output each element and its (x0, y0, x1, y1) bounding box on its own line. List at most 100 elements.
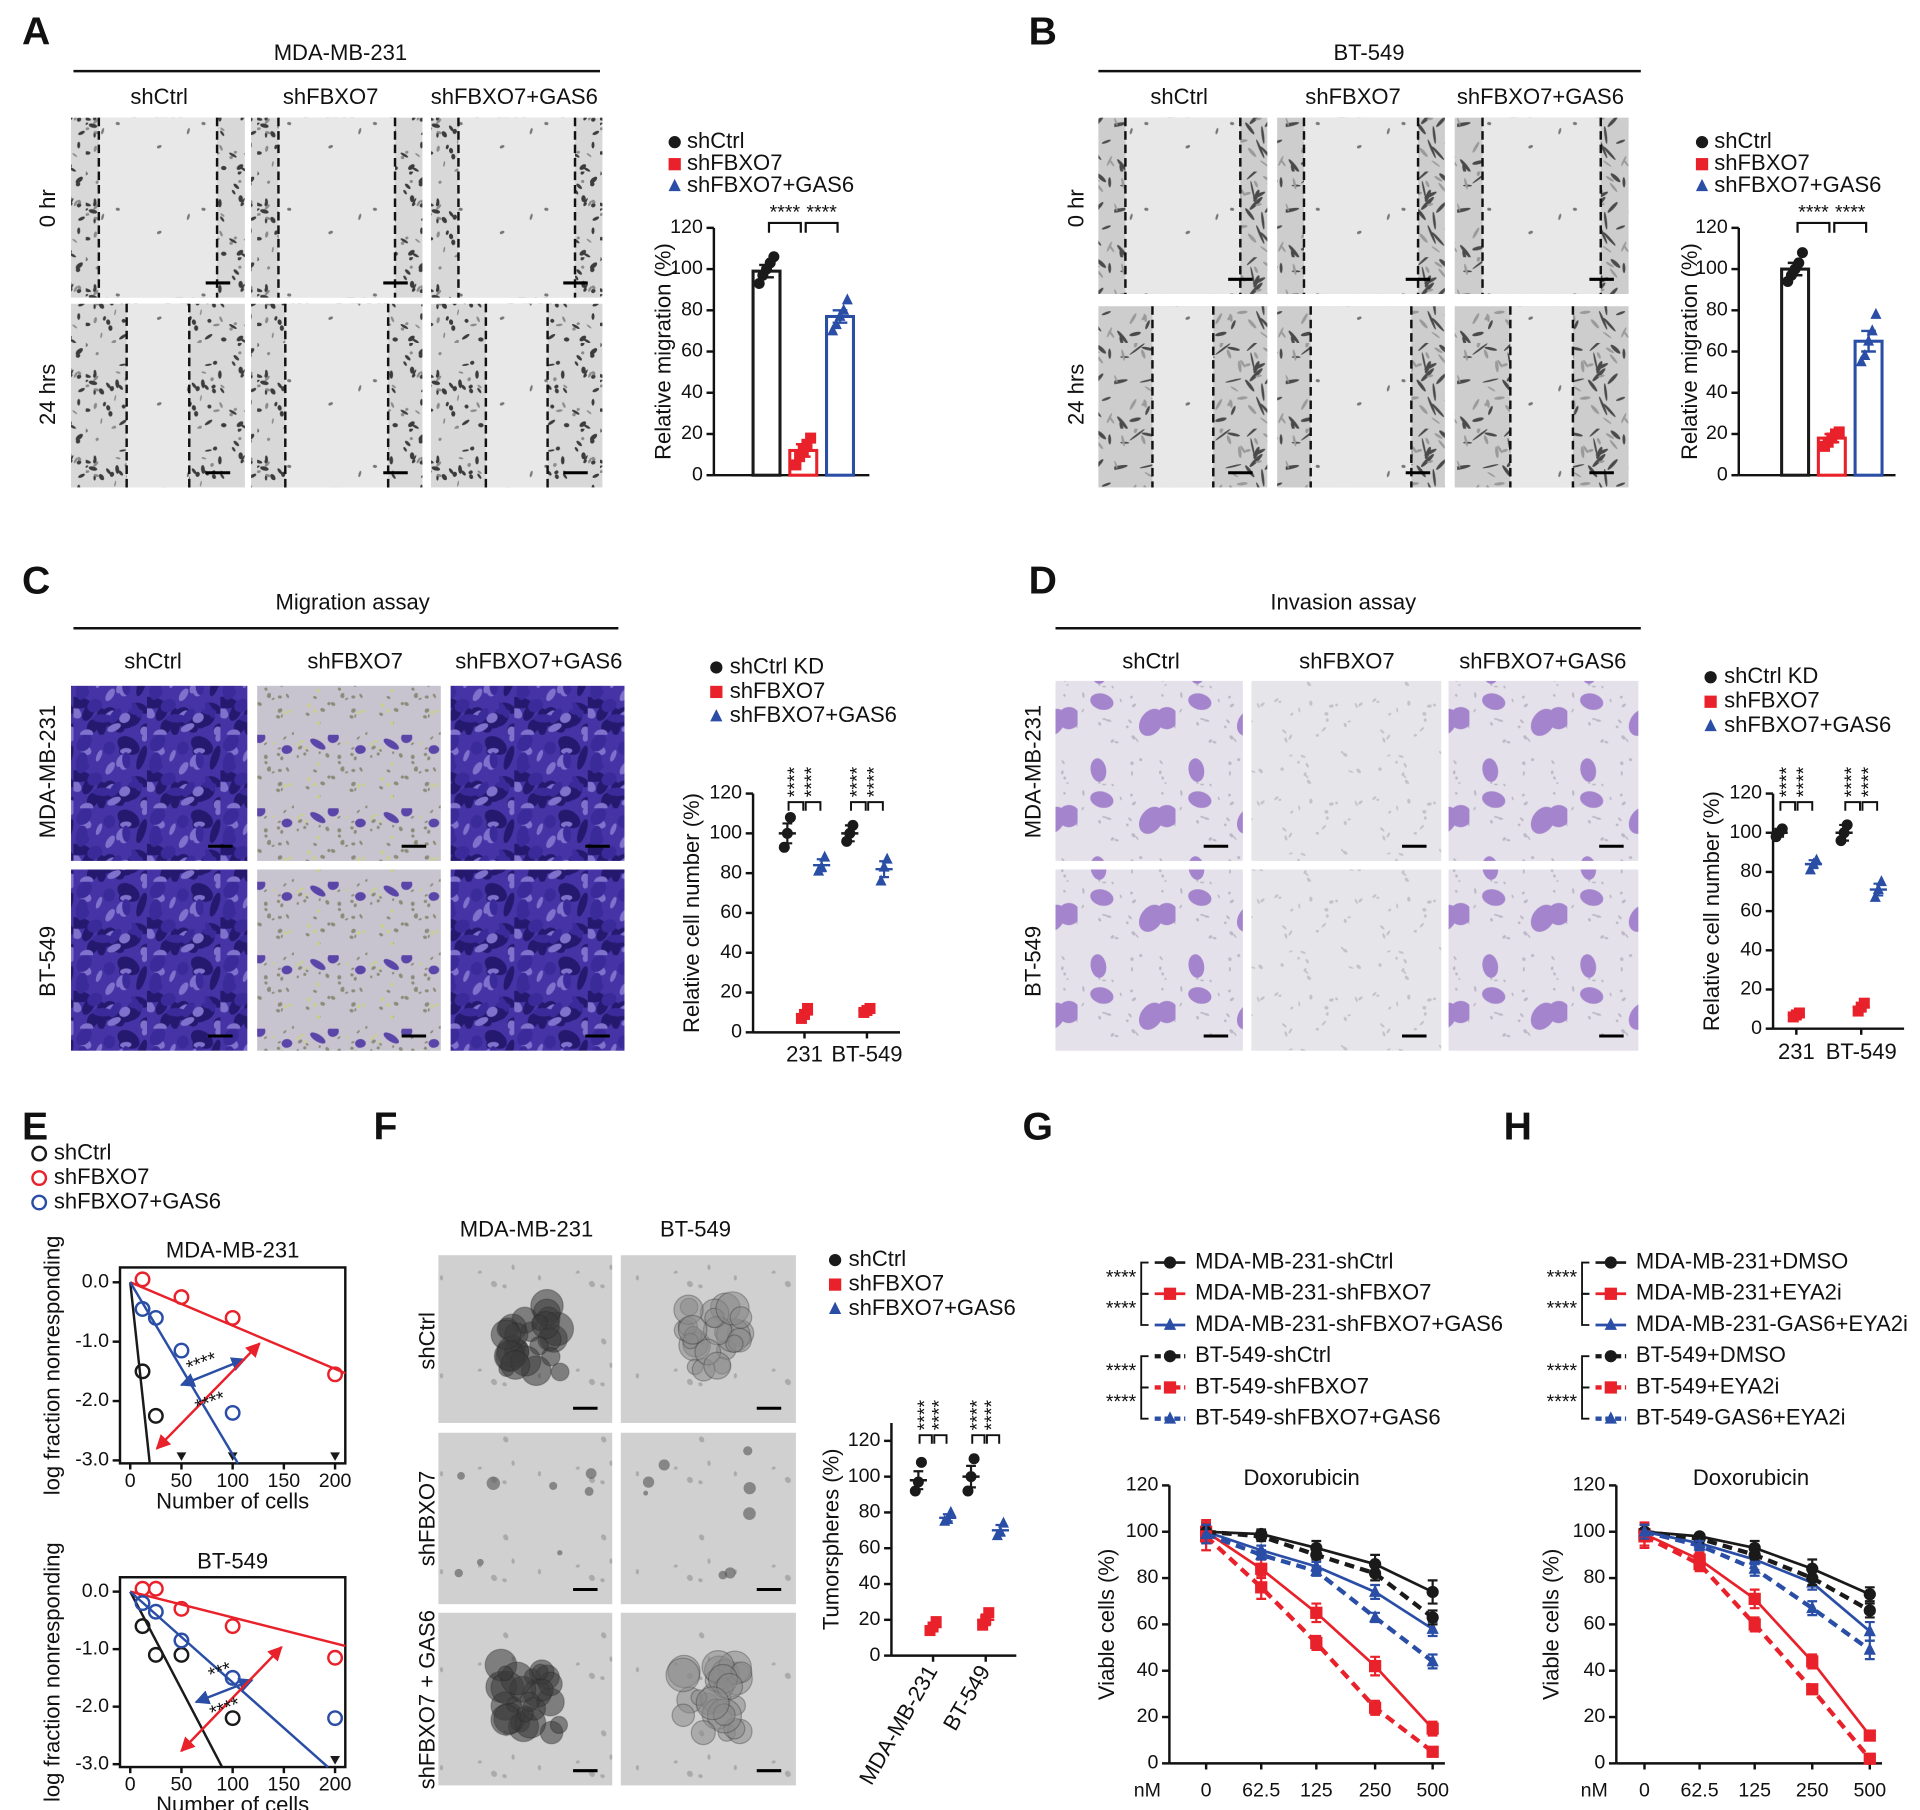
significance-label: **** (864, 766, 886, 797)
sphere-cell (743, 1507, 756, 1520)
y-tick-label: 40 (859, 1572, 881, 1594)
row-label: 24 hrs (1063, 364, 1088, 425)
significance-bracket (1581, 1261, 1590, 1295)
sphere-cell (642, 1476, 655, 1488)
x-tick-label: BT-549 (1826, 1039, 1897, 1064)
legend-marker (1163, 1411, 1177, 1424)
micrograph (450, 685, 625, 861)
sphere-cell (671, 1703, 696, 1728)
wound-gap (278, 117, 396, 298)
legend-label: shFBXO7+GAS6 (849, 1295, 1016, 1320)
sphere-cell (584, 1486, 594, 1496)
x-tick-label: 0 (1639, 1780, 1650, 1802)
micrograph (1448, 680, 1639, 861)
y-axis-label: Relative migration (%) (651, 243, 676, 460)
data-point (753, 278, 765, 290)
data-point (1863, 1604, 1876, 1617)
error-bar (995, 1523, 1006, 1537)
significance-bracket (804, 221, 839, 233)
significance-label: **** (192, 1387, 229, 1418)
x-tick-label: 150 (268, 1470, 301, 1492)
censored-marker (176, 1452, 187, 1461)
legend-marker (1163, 1317, 1177, 1330)
bar (751, 269, 782, 477)
y-axis-label: Viable cells (%) (1538, 1549, 1563, 1700)
y-tick-label: 100 (1126, 1520, 1159, 1542)
significance-label: **** (1106, 1360, 1137, 1382)
legend-marker (1604, 1381, 1617, 1394)
y-tick-label: 120 (848, 1429, 881, 1451)
data-point (1426, 1654, 1439, 1667)
panel-letter: C (22, 559, 50, 602)
data-point (224, 1618, 241, 1635)
y-tick-label: 60 (1706, 340, 1728, 362)
wound-gap (285, 303, 389, 488)
legend-label: shFBXO7+GAS6 (54, 1188, 221, 1213)
panel-letter: E (22, 1105, 48, 1148)
data-point (173, 1342, 190, 1359)
y-axis-label: Relative migration (%) (1677, 243, 1702, 460)
significance-bracket (933, 1434, 948, 1444)
legend-label: shCtrl (1714, 128, 1772, 153)
y-tick-label: 0.0 (82, 1270, 109, 1292)
x-tick-label: BT-549 (831, 1041, 902, 1066)
data-point (1310, 1563, 1323, 1577)
column-label: shFBXO7 (283, 84, 379, 109)
data-point (805, 432, 817, 444)
y-tick-label: 20 (1584, 1705, 1606, 1727)
legend-marker (828, 1253, 842, 1267)
data-point (327, 1366, 344, 1383)
y-tick-label: 20 (1137, 1705, 1159, 1727)
y-tick-label: 0 (870, 1644, 881, 1666)
panel-title: BT-549 (1333, 40, 1404, 65)
y-tick-label: -3.0 (75, 1752, 109, 1774)
fit-line (129, 1282, 151, 1464)
row-label: shCtrl (414, 1312, 439, 1370)
micrograph (438, 1432, 613, 1605)
significance-label: **** (1106, 1266, 1137, 1288)
y-axis-label: Viable cells (%) (1094, 1549, 1119, 1700)
data-point (134, 1618, 151, 1635)
y-tick-label: 60 (720, 901, 742, 923)
micrograph (1055, 680, 1243, 861)
sphere-cell (695, 1686, 730, 1721)
data-point (1368, 1584, 1382, 1597)
error-bar (1873, 882, 1884, 897)
x-tick-label: 50 (171, 1774, 193, 1796)
data-point (147, 1407, 164, 1424)
chart-title: BT-549 (197, 1548, 268, 1573)
panel-letter: G (1022, 1105, 1052, 1148)
sphere-cell (497, 1665, 514, 1682)
data-point (134, 1363, 151, 1380)
micrograph (257, 685, 441, 861)
data-point (1748, 1561, 1761, 1574)
column-label: shFBXO7+GAS6 (431, 84, 598, 109)
significance-label: **** (1835, 201, 1866, 223)
x-tick-label: 50 (171, 1470, 193, 1492)
y-tick-label: 100 (848, 1465, 881, 1487)
legend-label: shFBXO7+GAS6 (1714, 172, 1881, 197)
legend-label: shFBXO7+GAS6 (730, 702, 897, 727)
column-label: shFBXO7 (1305, 84, 1401, 109)
panel-letter: D (1029, 559, 1057, 602)
fit-line (129, 1590, 346, 1648)
x-tick-label: 250 (1796, 1780, 1829, 1802)
legend-label: BT-549-shFBXO7 (1195, 1373, 1369, 1398)
error-bar (980, 1613, 991, 1627)
legend-marker (828, 1278, 842, 1291)
y-tick-label: -2.0 (75, 1389, 109, 1411)
significance-label: **** (784, 766, 806, 797)
legend-label: shCtrl (687, 128, 745, 153)
legend-marker (1163, 1381, 1177, 1394)
panel-letter: A (22, 11, 50, 54)
column-label: shFBXO7+GAS6 (1457, 84, 1624, 109)
x-axis-label: nM (1134, 1780, 1161, 1802)
data-point (1200, 1526, 1213, 1539)
data-point (147, 1309, 164, 1326)
y-axis-label: log fraction nonresponding (40, 1542, 65, 1802)
data-point (1863, 1588, 1876, 1601)
sphere-cell (549, 1481, 558, 1490)
data-point (1693, 1538, 1706, 1551)
y-tick-label: 20 (720, 981, 742, 1003)
censored-marker (330, 1756, 340, 1765)
